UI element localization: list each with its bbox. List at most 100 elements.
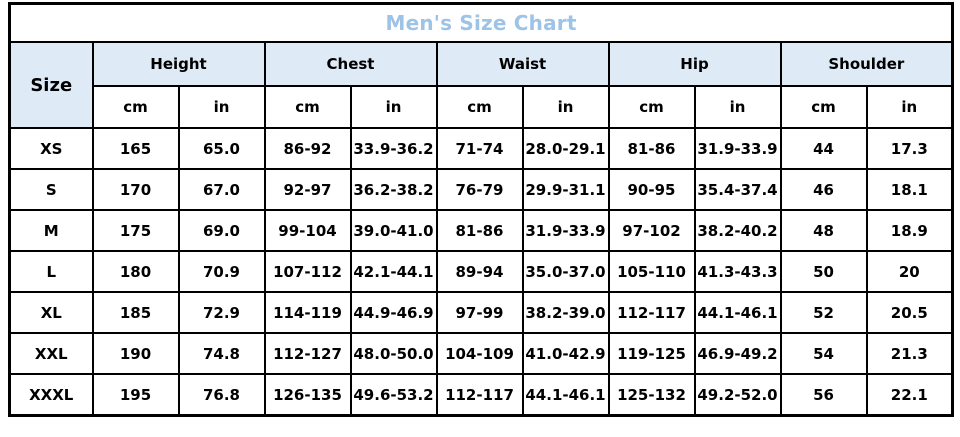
column-group-shoulder: Shoulder xyxy=(779,41,954,87)
measurement-cell: 125-132 xyxy=(607,373,696,417)
measurement-cell: 17.3 xyxy=(865,127,954,170)
row-size-label: XXXL xyxy=(8,373,94,417)
measurement-cell: 35.0-37.0 xyxy=(521,250,610,293)
measurement-cell: 86-92 xyxy=(263,127,352,170)
row-size-label: M xyxy=(8,209,94,252)
table-row-m: M 175 69.0 99-104 39.0-41.0 81-86 31.9-33.9 97-… xyxy=(8,209,954,252)
unit-header-hip-in: in xyxy=(693,85,782,129)
measurement-cell: 81-86 xyxy=(435,209,524,252)
measurement-cell: 21.3 xyxy=(865,332,954,375)
measurement-cell: 170 xyxy=(91,168,180,211)
measurement-cell: 49.6-53.2 xyxy=(349,373,438,417)
column-group-hip: Hip xyxy=(607,41,782,87)
measurement-cell: 33.9-36.2 xyxy=(349,127,438,170)
table-row-xs: XS 165 65.0 86-92 33.9-36.2 71-74 28.0-29.1 81-… xyxy=(8,127,954,170)
measurement-cell: 185 xyxy=(91,291,180,334)
table-header: Men's Size Chart Size Height Chest Waist Hi… xyxy=(8,2,954,129)
measurement-cell: 105-110 xyxy=(607,250,696,293)
measurement-cell: 20.5 xyxy=(865,291,954,334)
measurement-cell: 31.9-33.9 xyxy=(521,209,610,252)
measurement-cell: 52 xyxy=(779,291,868,334)
measurement-cell: 165 xyxy=(91,127,180,170)
unit-header-hip-cm: cm xyxy=(607,85,696,129)
measurement-cell: 41.3-43.3 xyxy=(693,250,782,293)
measurement-cell: 99-104 xyxy=(263,209,352,252)
measurement-cell: 74.8 xyxy=(177,332,266,375)
measurement-cell: 114-119 xyxy=(263,291,352,334)
measurement-cell: 46 xyxy=(779,168,868,211)
measurement-cell: 50 xyxy=(779,250,868,293)
row-size-label: L xyxy=(8,250,94,293)
measurement-cell: 97-102 xyxy=(607,209,696,252)
measurement-cell: 72.9 xyxy=(177,291,266,334)
measurement-cell: 76.8 xyxy=(177,373,266,417)
measurement-cell: 92-97 xyxy=(263,168,352,211)
measurement-cell: 54 xyxy=(779,332,868,375)
page-title: Men's Size Chart xyxy=(8,2,954,43)
measurement-cell: 20 xyxy=(865,250,954,293)
measurement-cell: 69.0 xyxy=(177,209,266,252)
measurement-cell: 44.1-46.1 xyxy=(521,373,610,417)
unit-header-row: cm in cm in cm in cm in cm in xyxy=(10,85,954,129)
measurement-cell: 107-112 xyxy=(263,250,352,293)
measurement-cell: 18.1 xyxy=(865,168,954,211)
measurement-cell: 44.1-46.1 xyxy=(693,291,782,334)
row-size-label: XXL xyxy=(8,332,94,375)
measurement-cell: 38.2-39.0 xyxy=(521,291,610,334)
measurement-cell: 38.2-40.2 xyxy=(693,209,782,252)
measurement-cell: 112-117 xyxy=(435,373,524,417)
measurement-cell: 89-94 xyxy=(435,250,524,293)
measurement-cell: 56 xyxy=(779,373,868,417)
measurement-cell: 36.2-38.2 xyxy=(349,168,438,211)
table-row-xxl: XXL 190 74.8 112-127 48.0-50.0 104-109 41.0-42… xyxy=(8,332,954,375)
unit-header-shoulder-in: in xyxy=(865,85,954,129)
measurement-cell: 39.0-41.0 xyxy=(349,209,438,252)
measurement-cell: 48 xyxy=(779,209,868,252)
measurement-cell: 35.4-37.4 xyxy=(693,168,782,211)
measurement-cell: 76-79 xyxy=(435,168,524,211)
measurement-cell: 126-135 xyxy=(263,373,352,417)
measurement-cell: 42.1-44.1 xyxy=(349,250,438,293)
measurement-cell: 46.9-49.2 xyxy=(693,332,782,375)
table-row-s: S 170 67.0 92-97 36.2-38.2 76-79 29.9-31.1 90-9… xyxy=(8,168,954,211)
unit-header-shoulder-cm: cm xyxy=(779,85,868,129)
measurement-cell: 67.0 xyxy=(177,168,266,211)
table-row-xl: XL 185 72.9 114-119 44.9-46.9 97-99 38.2-39.0 1… xyxy=(8,291,954,334)
row-size-label: XL xyxy=(8,291,94,334)
measurement-cell: 28.0-29.1 xyxy=(521,127,610,170)
measurement-cell: 119-125 xyxy=(607,332,696,375)
measurement-cell: 112-117 xyxy=(607,291,696,334)
measurement-cell: 22.1 xyxy=(865,373,954,417)
column-group-height: Height xyxy=(91,41,266,87)
measurement-cell: 48.0-50.0 xyxy=(349,332,438,375)
measurement-cell: 81-86 xyxy=(607,127,696,170)
measurement-cell: 180 xyxy=(91,250,180,293)
measurement-cell: 97-99 xyxy=(435,291,524,334)
column-group-row: Size Height Chest Waist Hip Shoulder xyxy=(8,41,954,129)
measurement-cell: 90-95 xyxy=(607,168,696,211)
measurement-cell: 175 xyxy=(91,209,180,252)
measurement-cell: 104-109 xyxy=(435,332,524,375)
unit-header-height-in: in xyxy=(177,85,266,129)
unit-header-height-cm: cm xyxy=(91,85,180,129)
column-group-chest: Chest xyxy=(263,41,438,87)
measurement-cell: 195 xyxy=(91,373,180,417)
size-chart-table: Men's Size Chart Size Height Chest Waist Hi… xyxy=(8,2,955,417)
column-group-waist: Waist xyxy=(435,41,610,87)
column-header-size: Size xyxy=(8,41,94,129)
measurement-cell: 44 xyxy=(779,127,868,170)
unit-header-waist-in: in xyxy=(521,85,610,129)
unit-header-chest-in: in xyxy=(349,85,438,129)
measurement-cell: 31.9-33.9 xyxy=(693,127,782,170)
measurement-cell: 112-127 xyxy=(263,332,352,375)
measurement-cell: 18.9 xyxy=(865,209,954,252)
title-row: Men's Size Chart xyxy=(8,2,954,43)
measurement-cell: 29.9-31.1 xyxy=(521,168,610,211)
table-body: XS 165 65.0 86-92 33.9-36.2 71-74 28.0-29.1 81-… xyxy=(8,127,954,417)
unit-header-waist-cm: cm xyxy=(435,85,524,129)
table-row-l: L 180 70.9 107-112 42.1-44.1 89-94 35.0-37.0 10… xyxy=(8,250,954,293)
measurement-cell: 70.9 xyxy=(177,250,266,293)
measurement-cell: 41.0-42.9 xyxy=(521,332,610,375)
measurement-cell: 65.0 xyxy=(177,127,266,170)
